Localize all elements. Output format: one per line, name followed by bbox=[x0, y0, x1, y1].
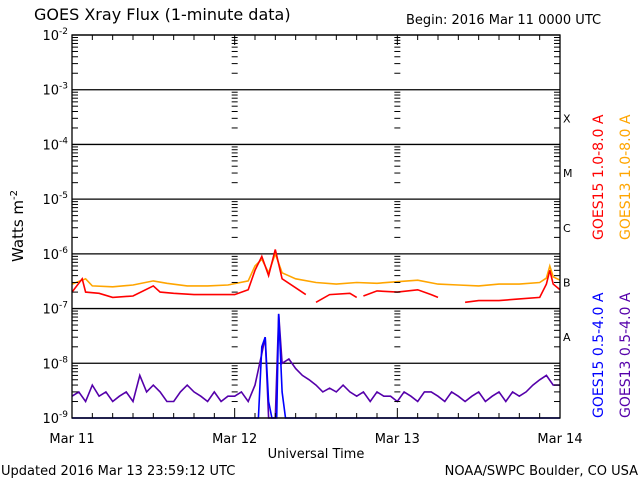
y-tick-label: 10-2 bbox=[42, 27, 68, 44]
plot-frame bbox=[71, 34, 561, 419]
y-tick-label: 10-6 bbox=[42, 246, 68, 263]
y-tick-base: 10 bbox=[42, 84, 59, 99]
y-tick-base: 10 bbox=[42, 357, 59, 372]
legend-entry: GOES13 1.0-8.0 A bbox=[618, 114, 634, 240]
updated-text: Updated 2016 Mar 13 23:59:12 UTC bbox=[1, 464, 235, 479]
flare-class-label: X bbox=[563, 112, 571, 125]
y-tick-exponent: -4 bbox=[59, 136, 68, 146]
x-axis-label: Universal Time bbox=[268, 447, 365, 462]
y-tick-base: 10 bbox=[42, 29, 59, 44]
y-tick-exponent: -5 bbox=[59, 191, 68, 201]
credit-text: NOAA/SWPC Boulder, CO USA bbox=[445, 464, 638, 479]
flare-class-label: C bbox=[563, 222, 571, 235]
y-axis-label-sup: -2 bbox=[9, 190, 20, 200]
y-tick-label: 10-4 bbox=[42, 136, 68, 153]
begin-label: Begin: 2016 Mar 11 0000 UTC bbox=[406, 13, 601, 28]
series-line bbox=[71, 251, 561, 288]
legend-entry: GOES15 0.5-4.0 A bbox=[591, 292, 607, 418]
x-tick-label: Mar 12 bbox=[212, 432, 257, 447]
svg-text:Watts m-2: Watts m-2 bbox=[9, 190, 27, 262]
y-tick-base: 10 bbox=[42, 193, 59, 208]
y-tick-exponent: -2 bbox=[59, 27, 68, 37]
y-tick-label: 10-7 bbox=[42, 301, 68, 318]
y-tick-exponent: -6 bbox=[59, 246, 68, 256]
y-tick-label: 10-5 bbox=[42, 191, 68, 208]
y-tick-base: 10 bbox=[42, 303, 59, 318]
x-tick-label: Mar 14 bbox=[537, 432, 582, 447]
legend-entry: GOES13 0.5-4.0 A bbox=[618, 292, 634, 418]
series-line bbox=[71, 313, 560, 419]
flare-class-label: A bbox=[563, 331, 571, 344]
y-tick-exponent: -9 bbox=[59, 410, 68, 420]
x-tick-label: Mar 11 bbox=[49, 432, 94, 447]
y-tick-label: 10-8 bbox=[42, 355, 68, 372]
y-tick-exponent: -8 bbox=[59, 355, 68, 365]
y-tick-label: 10-9 bbox=[42, 410, 68, 427]
y-tick-base: 10 bbox=[42, 138, 59, 153]
y-axis-label-text: Watts m bbox=[9, 200, 27, 262]
y-tick-base: 10 bbox=[42, 248, 59, 263]
y-tick-exponent: -3 bbox=[59, 82, 68, 92]
flare-class-label: B bbox=[563, 276, 571, 289]
flare-class-label: M bbox=[563, 167, 573, 180]
y-tick-base: 10 bbox=[42, 412, 59, 427]
chart-title: GOES Xray Flux (1-minute data) bbox=[34, 5, 291, 24]
x-tick-label: Mar 13 bbox=[375, 432, 420, 447]
legend-entry: GOES15 1.0-8.0 A bbox=[591, 114, 607, 240]
y-tick-label: 10-3 bbox=[42, 82, 68, 99]
y-axis-label: Watts m-2 bbox=[9, 190, 27, 262]
series-line bbox=[71, 249, 561, 304]
y-tick-exponent: -7 bbox=[59, 301, 68, 311]
